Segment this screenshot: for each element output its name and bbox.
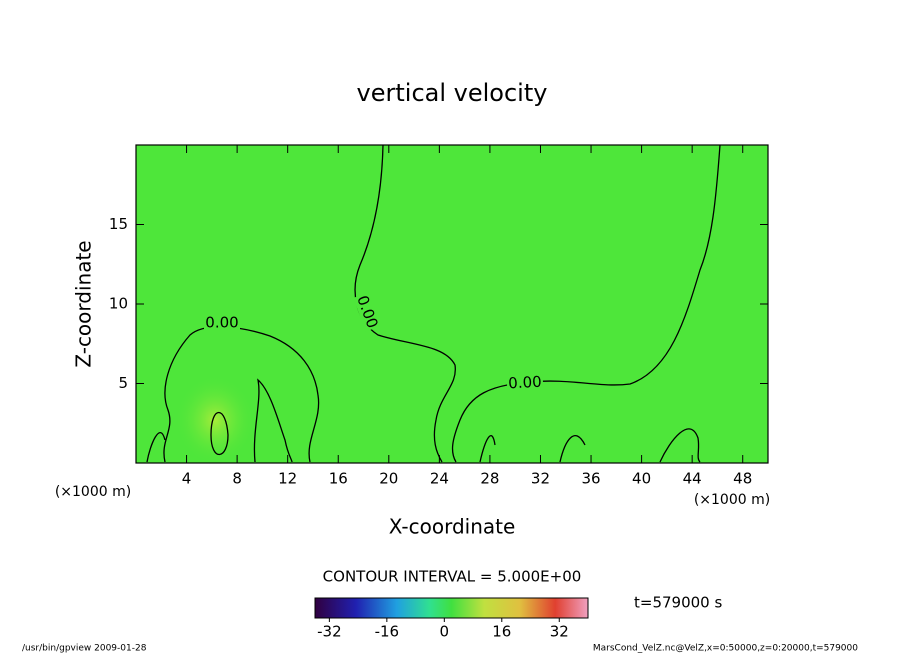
contour-line xyxy=(451,144,721,463)
field-highlight xyxy=(175,375,255,465)
x-tick-label: 20 xyxy=(379,470,398,488)
colorbar-tick-label: 16 xyxy=(492,623,511,641)
contour-line xyxy=(253,378,293,463)
x-tick-label: 8 xyxy=(232,470,242,488)
plot-area xyxy=(136,145,768,465)
contour-label-bg xyxy=(204,315,240,331)
contour-line xyxy=(354,144,456,463)
contour-label: 0.00 xyxy=(508,373,542,393)
x-tick-label: 36 xyxy=(581,470,600,488)
x-tick-label: 48 xyxy=(733,470,752,488)
time-label: t=579000 s xyxy=(634,594,722,612)
x-tick-label: 28 xyxy=(480,470,499,488)
colorbar-tick-label: 32 xyxy=(550,623,569,641)
y-tick-label: 5 xyxy=(118,374,128,392)
colorbar-tick-label: 0 xyxy=(440,623,450,641)
x-tick-label: 4 xyxy=(182,470,192,488)
colorbar xyxy=(314,597,589,619)
x-tick-label: 40 xyxy=(632,470,651,488)
footer-left: /usr/bin/gpview 2009-01-28 xyxy=(22,644,147,654)
colorbar-tick-label: -32 xyxy=(317,623,342,641)
y-axis-label: Z-coordinate xyxy=(72,240,96,367)
chart-title: vertical velocity xyxy=(357,79,548,107)
contour-line xyxy=(559,435,586,463)
contour-line xyxy=(210,412,229,455)
x-tick-label: 32 xyxy=(531,470,550,488)
x-tick-label: 12 xyxy=(278,470,297,488)
x-tick-label: 24 xyxy=(430,470,449,488)
contour-line xyxy=(146,432,166,463)
contour-line xyxy=(659,428,701,463)
y-unit: (×1000 m) xyxy=(55,484,131,500)
contour-label-bg xyxy=(353,292,381,332)
contour-line xyxy=(479,435,496,463)
contour-label-bg xyxy=(506,374,544,392)
contour-interval: CONTOUR INTERVAL = 5.000E+00 xyxy=(323,568,582,586)
y-tick-label: 15 xyxy=(109,215,128,233)
x-axis-label: X-coordinate xyxy=(389,515,516,539)
x-unit: (×1000 m) xyxy=(694,492,770,508)
footer-right: MarsCond_VelZ.nc@VelZ,x=0:50000,z=0:2000… xyxy=(593,644,858,654)
x-tick-label: 44 xyxy=(683,470,702,488)
contour-label: 0.00 xyxy=(205,314,238,332)
x-tick-label: 16 xyxy=(329,470,348,488)
colorbar-tick-label: -16 xyxy=(375,623,400,641)
y-tick-label: 10 xyxy=(109,295,128,313)
